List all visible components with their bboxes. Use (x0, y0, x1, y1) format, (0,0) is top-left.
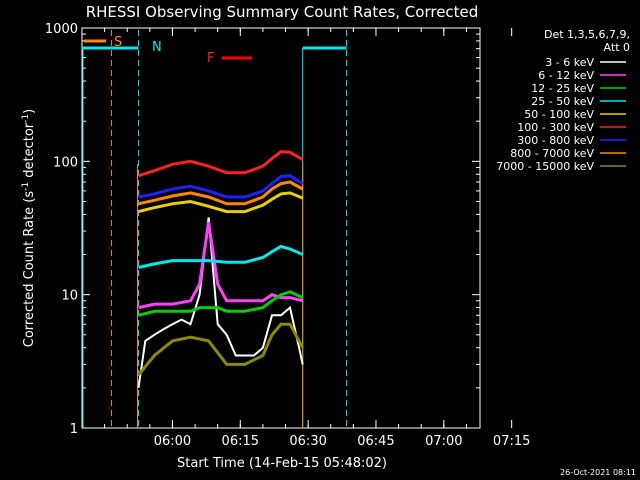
x-tick-label: 06:15 (222, 434, 259, 449)
legend-entry-label: 100 - 300 keV (517, 121, 594, 134)
series-line-1 (138, 221, 304, 310)
legend-entry-label: 12 - 25 keV (531, 82, 594, 95)
plot-frame (81, 27, 481, 429)
legend-entry-label: 50 - 100 keV (524, 108, 594, 121)
footer-date: 26-Oct-2021 08:11 (560, 468, 636, 477)
series-line-4 (138, 191, 304, 214)
y-tick-label: 100 (53, 155, 78, 170)
series-line-2 (138, 290, 304, 317)
series-line-3 (138, 244, 304, 269)
y-tick-label: 10 (61, 289, 78, 304)
marker-f-label: F (207, 51, 214, 66)
x-tick-label: 06:30 (289, 434, 326, 449)
chart-title: RHESSI Observing Summary Count Rates, Co… (86, 3, 479, 21)
series-line-5 (138, 150, 304, 178)
y-tick-label: 1 (70, 422, 78, 437)
legend-entry-label: 6 - 12 keV (538, 69, 594, 82)
y-tick-label: 1000 (45, 22, 78, 37)
legend-entry-label: 300 - 800 keV (517, 134, 594, 147)
legend-entry-label: 25 - 50 keV (531, 95, 594, 108)
marker-s-label: S (114, 35, 122, 50)
legend-entry-label: 7000 - 15000 keV (496, 160, 594, 173)
x-tick-label: 06:45 (357, 434, 394, 449)
x-tick-label: 06:00 (154, 434, 191, 449)
legend-entry-label: 800 - 7000 keV (510, 147, 594, 160)
x-tick-label: 07:00 (425, 434, 462, 449)
legend-header-detectors: Det 1,3,5,6,7,9, (544, 28, 630, 41)
legend-header-attenuator: Att 0 (604, 41, 630, 54)
series-line-0 (137, 217, 304, 389)
x-tick-label: 07:15 (493, 434, 530, 449)
y-axis-label: Corrected Count Rate (s-1 detector-1) (21, 109, 37, 347)
axis-ticks: 1 10 100 1000 06:00 06:15 06:30 06:45 07:00 07:15 (45, 22, 530, 449)
series-line-8 (137, 322, 305, 376)
series-lines (137, 150, 305, 389)
marker-n-label: N (152, 40, 162, 55)
orbit-indicators (82, 30, 348, 428)
legend-entry-label: 3 - 6 keV (545, 56, 594, 69)
x-axis-label: Start Time (14-Feb-15 05:48:02) (177, 456, 387, 471)
series-line-6 (138, 174, 304, 199)
series-line-7 (138, 180, 304, 206)
